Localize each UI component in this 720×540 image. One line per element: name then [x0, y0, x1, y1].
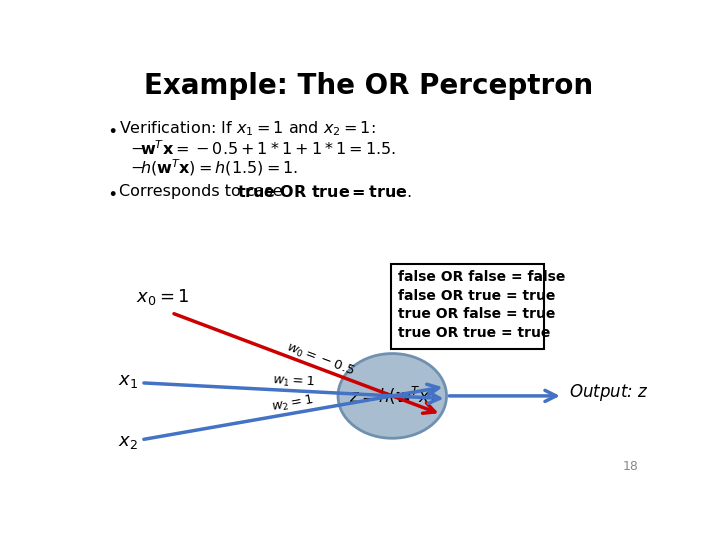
FancyBboxPatch shape [392, 264, 544, 349]
Ellipse shape [338, 354, 446, 438]
Text: $h(\mathbf{w}^T\mathbf{x}) = h(1.5) = 1.$: $h(\mathbf{w}^T\mathbf{x}) = h(1.5) = 1.… [140, 157, 297, 178]
Text: Verification: If $x_1 = 1$ and $x_2 = 1$:: Verification: If $x_1 = 1$ and $x_2 = 1$… [120, 119, 376, 138]
Text: 18: 18 [623, 460, 639, 473]
Text: Output: $z$: Output: $z$ [569, 382, 649, 403]
Text: true OR false = true: true OR false = true [397, 307, 555, 321]
Text: $-$: $-$ [130, 160, 144, 175]
Text: $\bullet$: $\bullet$ [107, 183, 117, 201]
Text: $z = h(\mathbf{w}^T x)$: $z = h(\mathbf{w}^T x)$ [349, 385, 436, 407]
Text: $-$: $-$ [130, 141, 144, 156]
Text: $x_1$: $x_1$ [118, 372, 138, 389]
Text: $\mathbf{w}^T\mathbf{x} = -0.5 + 1 * 1 + 1 * 1 = 1.5.$: $\mathbf{w}^T\mathbf{x} = -0.5 + 1 * 1 +… [140, 139, 396, 158]
Text: false OR false = false: false OR false = false [397, 271, 565, 285]
Text: $x_0 = 1$: $x_0 = 1$ [137, 287, 190, 307]
Text: $w_0 = -0.5$: $w_0 = -0.5$ [284, 340, 356, 380]
Text: Corresponds to case: Corresponds to case [120, 184, 288, 199]
Text: false OR true = true: false OR true = true [397, 289, 555, 303]
Text: $\mathbf{true\ OR\ true = true}$.: $\mathbf{true\ OR\ true = true}$. [238, 184, 412, 200]
Text: true OR true = true: true OR true = true [397, 326, 550, 340]
Text: $w_2 = 1$: $w_2 = 1$ [271, 393, 315, 415]
Text: $x_2$: $x_2$ [118, 433, 138, 451]
Text: $w_1 = 1$: $w_1 = 1$ [272, 373, 315, 390]
Text: Example: The OR Perceptron: Example: The OR Perceptron [145, 72, 593, 100]
Text: $\bullet$: $\bullet$ [107, 120, 117, 138]
